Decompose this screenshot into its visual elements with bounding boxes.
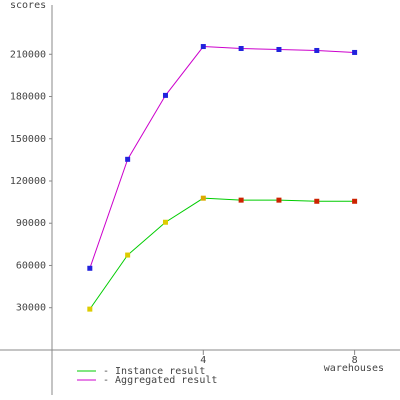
y-tick-label: 60000 [16, 260, 46, 271]
point-marker [276, 197, 282, 203]
point-marker [352, 198, 358, 204]
point-marker [276, 46, 282, 52]
point-marker [87, 306, 93, 312]
point-marker [125, 252, 131, 258]
point-marker [200, 44, 206, 50]
legend-label: - Aggregated result [103, 375, 217, 386]
point-marker [162, 92, 168, 98]
x-tick-label: 8 [352, 355, 358, 366]
point-marker [238, 46, 244, 52]
point-marker [238, 197, 244, 203]
y-tick-label: 120000 [10, 176, 46, 187]
point-marker [200, 195, 206, 201]
x-axis-label: warehouses [324, 363, 384, 374]
y-axis-label: scores [10, 0, 46, 11]
y-tick-label: 150000 [10, 134, 46, 145]
series-line [89, 197, 355, 310]
point-marker [314, 198, 320, 204]
point-marker [87, 265, 93, 271]
x-tick-label: 4 [200, 355, 206, 366]
point-marker [352, 49, 358, 55]
point-marker [125, 156, 131, 162]
y-tick-label: 210000 [10, 49, 46, 60]
y-tick-label: 90000 [16, 218, 46, 229]
legend-label: - Instance result [103, 366, 205, 377]
series-line [89, 46, 355, 269]
point-marker [314, 47, 320, 53]
point-marker [162, 219, 168, 225]
y-tick-label: 30000 [16, 303, 46, 314]
y-tick-label: 180000 [10, 92, 46, 103]
